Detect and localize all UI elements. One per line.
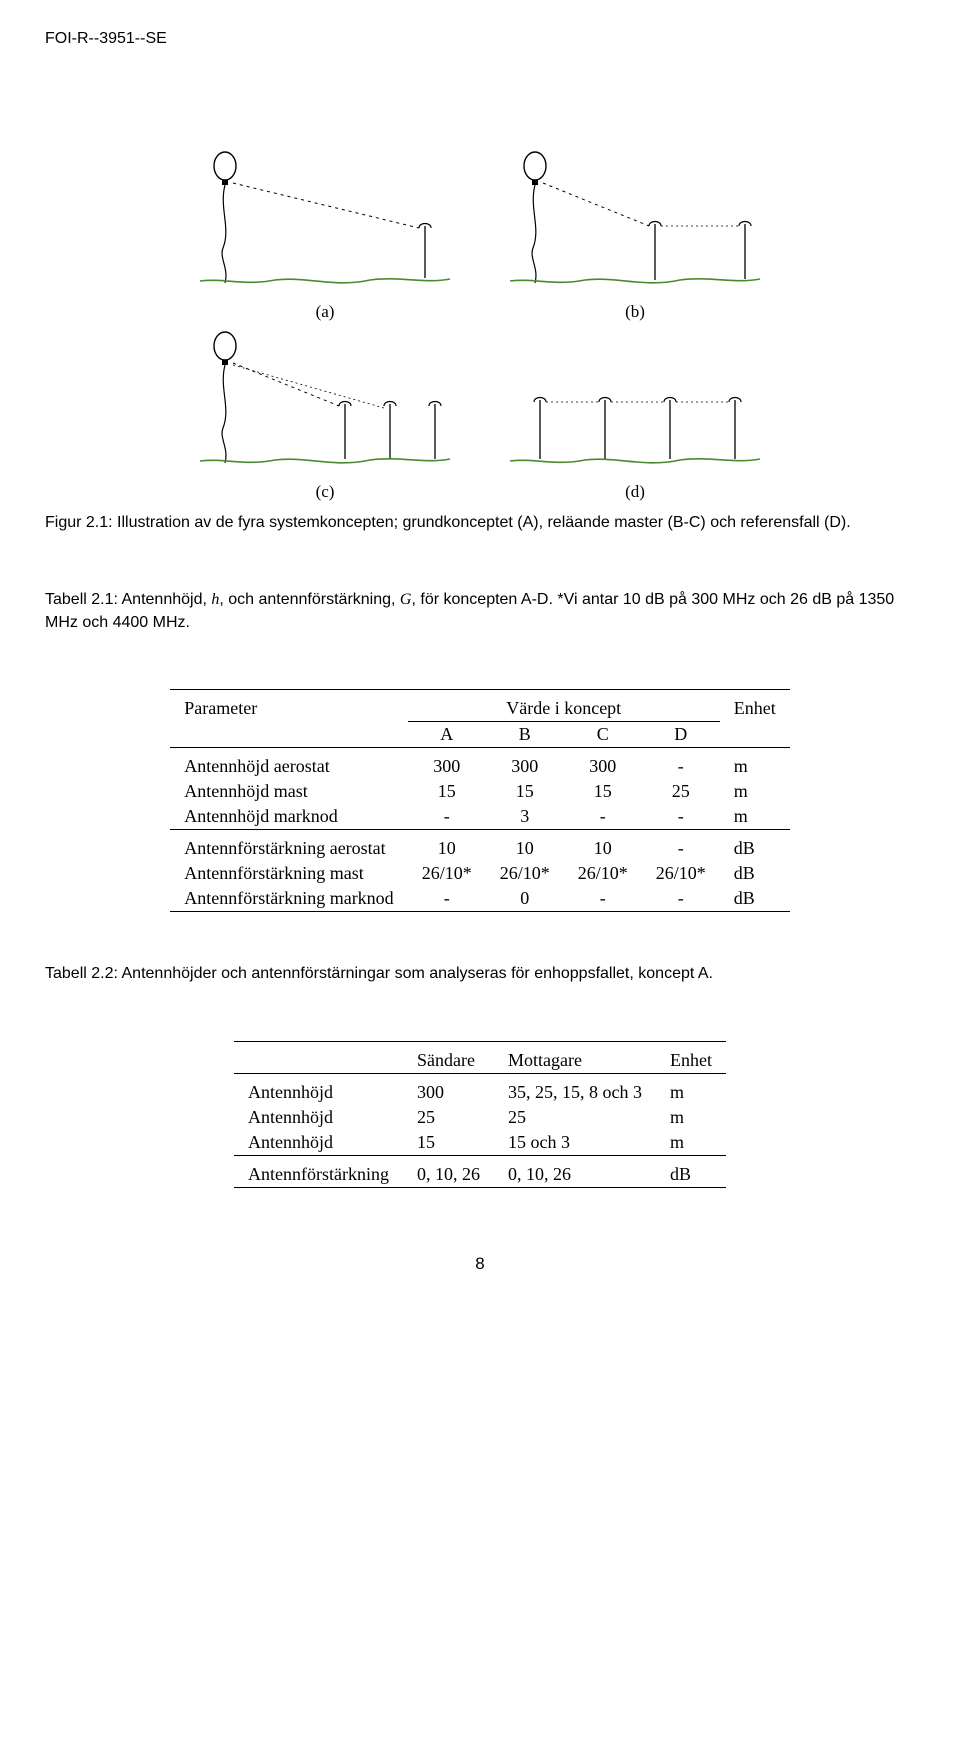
t2-cell: Antennhöjd [234,1080,403,1105]
page-number: 8 [45,1254,915,1274]
table-row: Antennhöjd marknod - 3 - - m [170,804,790,830]
table1-caption-part2: , och antennförstärkning, [219,591,400,608]
t1-head-param: Parameter [170,696,407,722]
table-row: Antennhöjd aerostat 300 300 300 - m [170,754,790,779]
t1-cell: 15 [564,779,642,804]
t2-cell: 0, 10, 26 [403,1162,494,1188]
panel-label-a: (a) [195,302,455,322]
t1-cell: 15 [486,779,564,804]
t1-col-D: D [642,722,720,748]
t1-cell: dB [720,861,790,886]
t2-cell: 25 [494,1105,656,1130]
t1-cell: 0 [486,886,564,912]
t1-cell: - [642,804,720,830]
t1-cell: 10 [486,836,564,861]
t1-cell: - [642,836,720,861]
table1-symbol-G: G [400,591,412,608]
t1-cell: - [564,804,642,830]
t1-cell: Antennhöjd marknod [170,804,407,830]
t2-cell: 25 [403,1105,494,1130]
t1-cell: 25 [642,779,720,804]
report-id: FOI-R--3951--SE [45,30,915,48]
table2-caption: Tabell 2.2: Antennhöjder och antennförst… [45,963,915,985]
t2-head-unit: Enhet [656,1048,726,1074]
t2-cell: Antennhöjd [234,1130,403,1156]
t1-cell: Antennhöjd mast [170,779,407,804]
t2-head-rx: Mottagare [494,1048,656,1074]
t1-cell: 300 [564,754,642,779]
figure-caption: Figur 2.1: Illustration av de fyra syste… [45,512,915,534]
t2-cell: dB [656,1162,726,1188]
t1-cell: 26/10* [564,861,642,886]
table-2-1: Parameter Värde i koncept Enhet A B C D … [170,689,790,918]
t1-cell: 10 [408,836,486,861]
t2-cell: 15 [403,1130,494,1156]
t1-cell: - [642,754,720,779]
t1-cell: dB [720,886,790,912]
t1-cell: - [408,886,486,912]
t2-cell: Antennhöjd [234,1105,403,1130]
t1-cell: 3 [486,804,564,830]
t2-cell: 15 och 3 [494,1130,656,1156]
t1-cell: Antennförstärkning aerostat [170,836,407,861]
figure-panel-c [195,328,455,478]
t2-cell: 300 [403,1080,494,1105]
t1-cell: 15 [408,779,486,804]
t1-cell: m [720,804,790,830]
table-row: Antennförstärkning aerostat 10 10 10 - d… [170,836,790,861]
t1-cell: - [642,886,720,912]
table-row: Antennförstärkning 0, 10, 26 0, 10, 26 d… [234,1162,726,1188]
t1-cell: Antennförstärkning marknod [170,886,407,912]
figure-panel-b [505,148,765,298]
t1-col-A: A [408,722,486,748]
panel-label-b: (b) [505,302,765,322]
t2-cell: 35, 25, 15, 8 och 3 [494,1080,656,1105]
figure-2-1: (a) (b) [45,148,915,534]
t1-cell: - [564,886,642,912]
table-row: Antennförstärkning mast 26/10* 26/10* 26… [170,861,790,886]
table-row: Antennhöjd 25 25 m [234,1105,726,1130]
panel-label-c: (c) [195,482,455,502]
t1-cell: 300 [486,754,564,779]
figure-panel-a [195,148,455,298]
t2-cell: Antennförstärkning [234,1162,403,1188]
table1-caption-part1: Tabell 2.1: Antennhöjd, [45,591,211,608]
table-row: Antennhöjd 300 35, 25, 15, 8 och 3 m [234,1080,726,1105]
t2-cell: m [656,1105,726,1130]
table1-caption: Tabell 2.1: Antennhöjd, h, och antennför… [45,589,915,634]
t1-cell: 26/10* [642,861,720,886]
figure-panel-d [505,328,765,478]
t1-cell: - [408,804,486,830]
t2-head-tx: Sändare [403,1048,494,1074]
table-row: Antennhöjd mast 15 15 15 25 m [170,779,790,804]
t2-cell: m [656,1080,726,1105]
t1-cell: Antennförstärkning mast [170,861,407,886]
table-row: Antennförstärkning marknod - 0 - - dB [170,886,790,912]
t1-cell: 26/10* [408,861,486,886]
t1-cell: dB [720,836,790,861]
t1-cell: 10 [564,836,642,861]
t1-col-B: B [486,722,564,748]
t1-head-unit: Enhet [720,696,790,722]
t1-head-value: Värde i koncept [408,696,720,722]
t1-cell: Antennhöjd aerostat [170,754,407,779]
t2-cell: 0, 10, 26 [494,1162,656,1188]
panel-label-d: (d) [505,482,765,502]
t1-cell: 26/10* [486,861,564,886]
t1-col-C: C [564,722,642,748]
table-row: Antennhöjd 15 15 och 3 m [234,1130,726,1156]
t2-cell: m [656,1130,726,1156]
t1-cell: 300 [408,754,486,779]
t1-cell: m [720,779,790,804]
t1-cell: m [720,754,790,779]
table-2-2: Sändare Mottagare Enhet Antennhöjd 300 3… [234,1041,726,1194]
